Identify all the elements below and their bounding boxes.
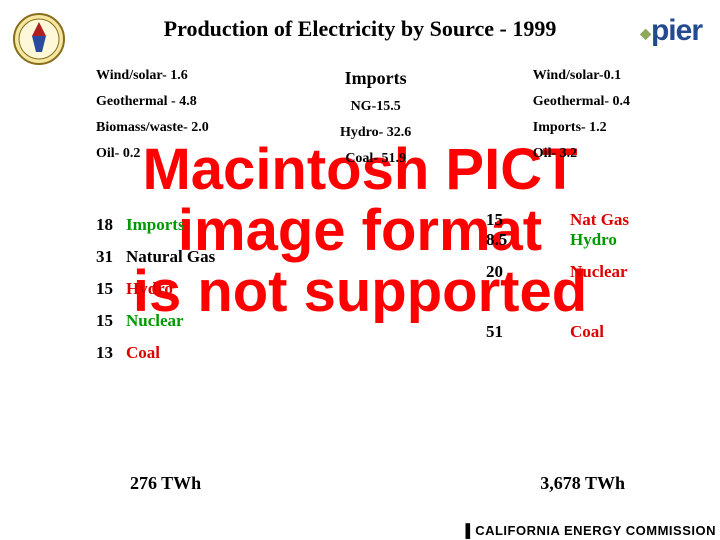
grid-row: 20 Nuclear bbox=[486, 262, 650, 282]
right-source-column: Wind/solar-0.1 Geothermal- 0.4 Imports- … bbox=[533, 68, 630, 162]
grid-left-value: 51 bbox=[486, 322, 540, 342]
source-row: Geothermal - 4.8 bbox=[96, 94, 209, 110]
left-source-column: Wind/solar- 1.6 Geothermal - 4.8 Biomass… bbox=[96, 68, 209, 162]
source-row: Oil- 3.2 bbox=[533, 146, 630, 162]
page-title: Production of Electricity by Source - 19… bbox=[0, 16, 720, 42]
legend-row: 31 Natural Gas bbox=[96, 247, 215, 267]
legend-row: 15 Hydro bbox=[96, 279, 215, 299]
legend-row: 13 Coal bbox=[96, 343, 215, 363]
imports-heading: Imports bbox=[340, 68, 411, 89]
total-left: 276 TWh bbox=[130, 473, 201, 494]
grid-left-subvalue: 8.5 bbox=[486, 230, 540, 250]
legend-label: Natural Gas bbox=[126, 247, 215, 267]
legend-row: 15 Nuclear bbox=[96, 311, 215, 331]
legend-block: 18 Imports 31 Natural Gas 15 Hydro 15 Nu… bbox=[96, 215, 215, 375]
imports-row: NG-15.5 bbox=[340, 99, 411, 115]
legend-label: Coal bbox=[126, 343, 160, 363]
right-value-grid: 15 8.5 Nat Gas Hydro 20 Nuclear 51 Coal bbox=[486, 210, 650, 354]
grid-right-label: Nuclear bbox=[570, 262, 650, 282]
grid-row: 15 8.5 Nat Gas Hydro bbox=[486, 210, 650, 250]
grid-left-value: 15 bbox=[486, 210, 540, 230]
legend-value: 15 bbox=[96, 311, 126, 331]
source-row: Imports- 1.2 bbox=[533, 120, 630, 136]
footer-bar-icon: ▌ bbox=[465, 523, 475, 538]
source-row: Wind/solar- 1.6 bbox=[96, 68, 209, 84]
grid-right-label2: Hydro bbox=[570, 230, 650, 250]
footer-org: ▌CALIFORNIA ENERGY COMMISSION bbox=[465, 523, 716, 538]
source-row: Biomass/waste- 2.0 bbox=[96, 120, 209, 136]
grid-right-label: Coal bbox=[570, 322, 650, 342]
source-row: Geothermal- 0.4 bbox=[533, 94, 630, 110]
legend-value: 18 bbox=[96, 215, 126, 235]
grid-left-value: 20 bbox=[486, 262, 540, 282]
source-row: Wind/solar-0.1 bbox=[533, 68, 630, 84]
legend-label: Nuclear bbox=[126, 311, 184, 331]
legend-value: 13 bbox=[96, 343, 126, 363]
footer-text: CALIFORNIA ENERGY COMMISSION bbox=[475, 523, 716, 538]
legend-value: 15 bbox=[96, 279, 126, 299]
imports-row: Hydro- 32.6 bbox=[340, 125, 411, 141]
imports-column: Imports NG-15.5 Hydro- 32.6 Coal- 51.9 bbox=[340, 68, 411, 167]
legend-label: Hydro bbox=[126, 279, 173, 299]
grid-row: 51 Coal bbox=[486, 322, 650, 342]
legend-label: Imports bbox=[126, 215, 185, 235]
source-row: Oil- 0.2 bbox=[96, 146, 209, 162]
legend-row: 18 Imports bbox=[96, 215, 215, 235]
imports-row: Coal- 51.9 bbox=[340, 151, 411, 167]
legend-value: 31 bbox=[96, 247, 126, 267]
grid-right-label: Nat Gas bbox=[570, 210, 650, 230]
total-right: 3,678 TWh bbox=[540, 473, 625, 494]
